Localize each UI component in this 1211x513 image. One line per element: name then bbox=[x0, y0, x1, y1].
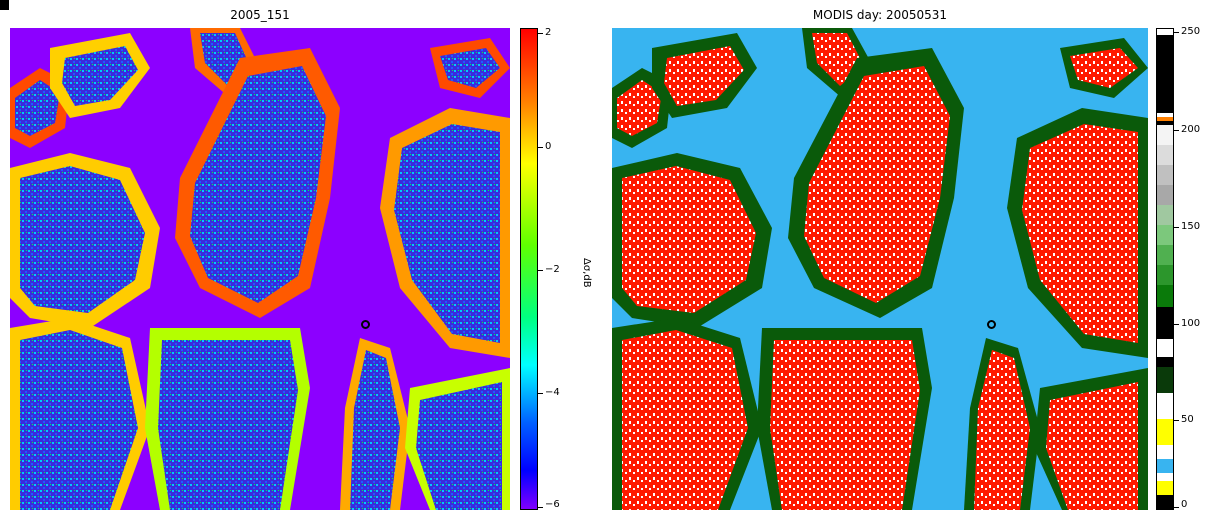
left-tick-neg2: −2 bbox=[545, 264, 560, 275]
backscatter-map-svg bbox=[10, 28, 510, 510]
right-colorbar bbox=[1156, 28, 1174, 510]
site-marker bbox=[987, 320, 996, 329]
left-panel-title: 2005_151 bbox=[230, 8, 290, 22]
right-tick-0: 0 bbox=[1181, 499, 1188, 510]
left-tick-0: 0 bbox=[545, 141, 552, 152]
landmasses bbox=[10, 28, 510, 510]
right-tick-250: 250 bbox=[1181, 26, 1201, 37]
modis-map-svg bbox=[612, 28, 1148, 510]
right-panel-title: MODIS day: 20050531 bbox=[812, 8, 948, 22]
right-tick-150: 150 bbox=[1181, 221, 1201, 232]
site-marker bbox=[361, 320, 370, 329]
corner-logo bbox=[0, 0, 9, 10]
backscatter-map bbox=[10, 28, 510, 510]
right-colorbar-bands bbox=[1157, 29, 1173, 509]
right-tick-100: 100 bbox=[1181, 318, 1201, 329]
landmasses bbox=[612, 28, 1148, 510]
left-tick-neg4: −4 bbox=[545, 387, 560, 398]
left-tick-2: 2 bbox=[545, 27, 552, 38]
modis-map bbox=[612, 28, 1148, 510]
right-tick-200: 200 bbox=[1181, 124, 1201, 135]
left-tick-neg6: −6 bbox=[545, 499, 560, 510]
left-colorbar-gradient bbox=[521, 29, 537, 509]
right-tick-50: 50 bbox=[1181, 414, 1194, 425]
left-colorbar bbox=[520, 28, 538, 510]
left-colorbar-label: Δσ,dB bbox=[581, 258, 592, 288]
